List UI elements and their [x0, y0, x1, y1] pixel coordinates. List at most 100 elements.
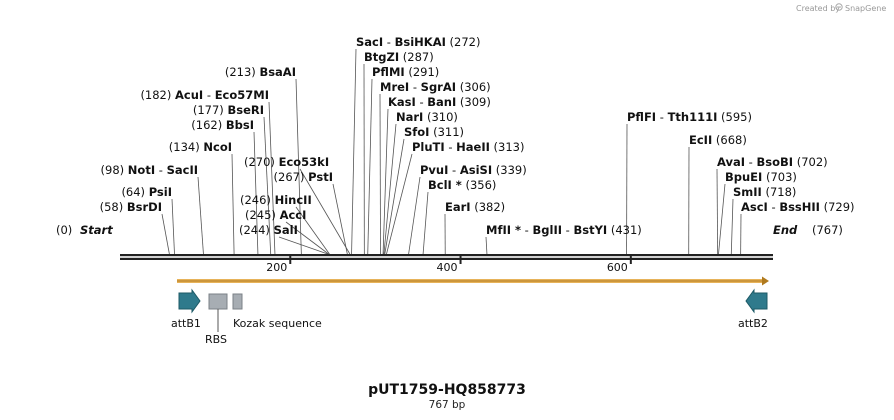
- enzyme-name: EarI: [445, 200, 471, 214]
- site-position: (718): [762, 185, 797, 199]
- site-position: (356): [462, 178, 497, 192]
- site-line-bpuei: [718, 183, 726, 255]
- site-label-pluti-haeii[interactable]: PluTI - HaeII (313): [412, 140, 525, 154]
- site-label-smii[interactable]: SmII (718): [733, 185, 796, 199]
- map-ends: (0) Start End (767): [56, 223, 843, 237]
- site-label-pvui-asisi[interactable]: PvuI - AsiSI (339): [420, 163, 527, 177]
- tick-label-400: 400: [437, 261, 458, 274]
- site-label-pflfi-tth111i[interactable]: PflFI - Tth111I (595): [627, 110, 752, 124]
- site-label-ncoi[interactable]: (134) NcoI: [169, 140, 232, 154]
- site-label-mrei-sgrai[interactable]: MreI - SgrAI (306): [380, 80, 491, 94]
- start-position: (0): [56, 223, 72, 237]
- site-line-acci: [285, 221, 329, 255]
- site-line-pvui-asisi: [408, 176, 421, 255]
- backbone-top-strand: [120, 254, 773, 257]
- site-label-asci-bsshii[interactable]: AscI - BssHII (729): [741, 200, 855, 214]
- site-line-sfoi: [384, 138, 405, 255]
- attB2-arrow[interactable]: [745, 288, 768, 314]
- site-position: (272): [446, 35, 481, 49]
- enzyme-name: SgrAI: [421, 80, 456, 94]
- tick-mark-600: [629, 256, 632, 264]
- end-position: (767): [812, 223, 843, 237]
- site-label-bsaai[interactable]: (213) BsaAI: [225, 65, 296, 79]
- site-position: (182): [140, 88, 175, 102]
- enzyme-name: SmII: [733, 185, 762, 199]
- site-position: (313): [490, 140, 525, 154]
- plasmid-length: 767 bp: [429, 399, 466, 411]
- site-label-avai-bsobi[interactable]: AvaI - BsoBI (702): [717, 155, 828, 169]
- site-label-sali[interactable]: (244) SalI: [239, 223, 298, 237]
- site-label-btgzi[interactable]: BtgZI (287): [364, 50, 434, 64]
- enzyme-name: SalI: [274, 223, 298, 237]
- site-label-ecii[interactable]: EcII (668): [689, 133, 747, 147]
- dna-backbone: [120, 254, 773, 260]
- site-position: (309): [456, 95, 491, 109]
- site-line-bsrdi: [161, 213, 170, 255]
- site-position: (339): [492, 163, 527, 177]
- orf-arrow: [177, 276, 769, 286]
- site-label-bseri[interactable]: (177) BseRI: [193, 103, 264, 117]
- site-position: (668): [712, 133, 747, 147]
- tick-label-600: 600: [607, 261, 628, 274]
- enzyme-name: BbsI: [226, 118, 254, 132]
- site-label-bbsi[interactable]: (162) BbsI: [191, 118, 254, 132]
- enzyme-name: HincII: [275, 193, 312, 207]
- site-position: (382): [471, 200, 506, 214]
- enzyme-name: BglII: [533, 223, 563, 237]
- attB2-label: attB2: [738, 317, 768, 330]
- site-label-hincii[interactable]: (246) HincII: [240, 193, 312, 207]
- credit-text: Created by: [796, 4, 840, 13]
- site-position: (270): [244, 155, 279, 169]
- site-label-bpuei[interactable]: BpuEI (703): [725, 170, 797, 184]
- site-label-nari[interactable]: NarI (310): [396, 110, 458, 124]
- start-label: Start: [80, 223, 113, 237]
- site-label-acci[interactable]: (245) AccI: [245, 208, 306, 222]
- credit-brand: SnapGene: [845, 4, 886, 13]
- site-label-sfoi[interactable]: SfoI (311): [404, 125, 464, 139]
- rbs-box[interactable]: [208, 293, 228, 310]
- site-line-pflmi: [367, 78, 373, 255]
- site-label-bsrdi[interactable]: (58) BsrDI: [100, 200, 162, 214]
- site-label-saci-bsihkai[interactable]: SacI - BsiHKAI (272): [356, 35, 480, 49]
- enzyme-name: BsaAI: [259, 65, 296, 79]
- enzyme-name: BpuEI: [725, 170, 762, 184]
- site-line-bcli: [422, 191, 429, 255]
- site-line-noti-sacii: [197, 176, 204, 255]
- enzyme-name: NotI: [128, 163, 155, 177]
- enzyme-name: EcII: [689, 133, 712, 147]
- site-label-acui-eco57mi[interactable]: (182) AcuI - Eco57MI: [140, 88, 269, 102]
- site-line-pluti-haeii: [386, 153, 413, 255]
- site-line-avai-bsobi: [716, 168, 719, 255]
- site-label-psii[interactable]: (64) PsiI: [121, 185, 172, 199]
- site-label-pflmi[interactable]: PflMI (291): [372, 65, 439, 79]
- enzyme-name: AvaI: [717, 155, 745, 169]
- enzyme-name: SacI: [356, 35, 383, 49]
- site-label-kasi-bani[interactable]: KasI - BanI (309): [388, 95, 491, 109]
- site-label-bcli[interactable]: BclI * (356): [428, 178, 496, 192]
- site-position: (58): [100, 200, 127, 214]
- enzyme-name: BstYI: [573, 223, 607, 237]
- site-labels: SacI - BsiHKAI (272)BtgZI (287)PflMI (29…: [100, 35, 855, 237]
- enzyme-name: MreI: [380, 80, 409, 94]
- kozak-box[interactable]: [232, 293, 243, 310]
- features: attB1 RBS Kozak sequence attB2: [171, 288, 768, 346]
- enzyme-name: Eco57MI: [215, 88, 269, 102]
- site-position: (177): [193, 103, 228, 117]
- site-line-hincii: [295, 206, 330, 255]
- site-label-psti[interactable]: (267) PstI: [274, 170, 333, 184]
- site-label-eco53ki[interactable]: (270) Eco53kI: [244, 155, 329, 169]
- enzyme-name: BclI *: [428, 178, 462, 192]
- attB1-label: attB1: [171, 317, 201, 330]
- snapgene-credit: Created by SnapGene: [796, 3, 886, 13]
- site-position: (267): [274, 170, 309, 184]
- attB1-arrow[interactable]: [178, 288, 201, 314]
- site-label-eari[interactable]: EarI (382): [445, 200, 505, 214]
- site-position: (244): [239, 223, 274, 237]
- enzyme-name: PflFI: [627, 110, 656, 124]
- enzyme-name: AcuI: [175, 88, 203, 102]
- enzyme-name: PvuI: [420, 163, 448, 177]
- site-label-mfii-bglii-bstyi[interactable]: MfII * - BglII - BstYI (431): [486, 223, 642, 237]
- site-label-noti-sacii[interactable]: (98) NotI - SacII: [101, 163, 198, 177]
